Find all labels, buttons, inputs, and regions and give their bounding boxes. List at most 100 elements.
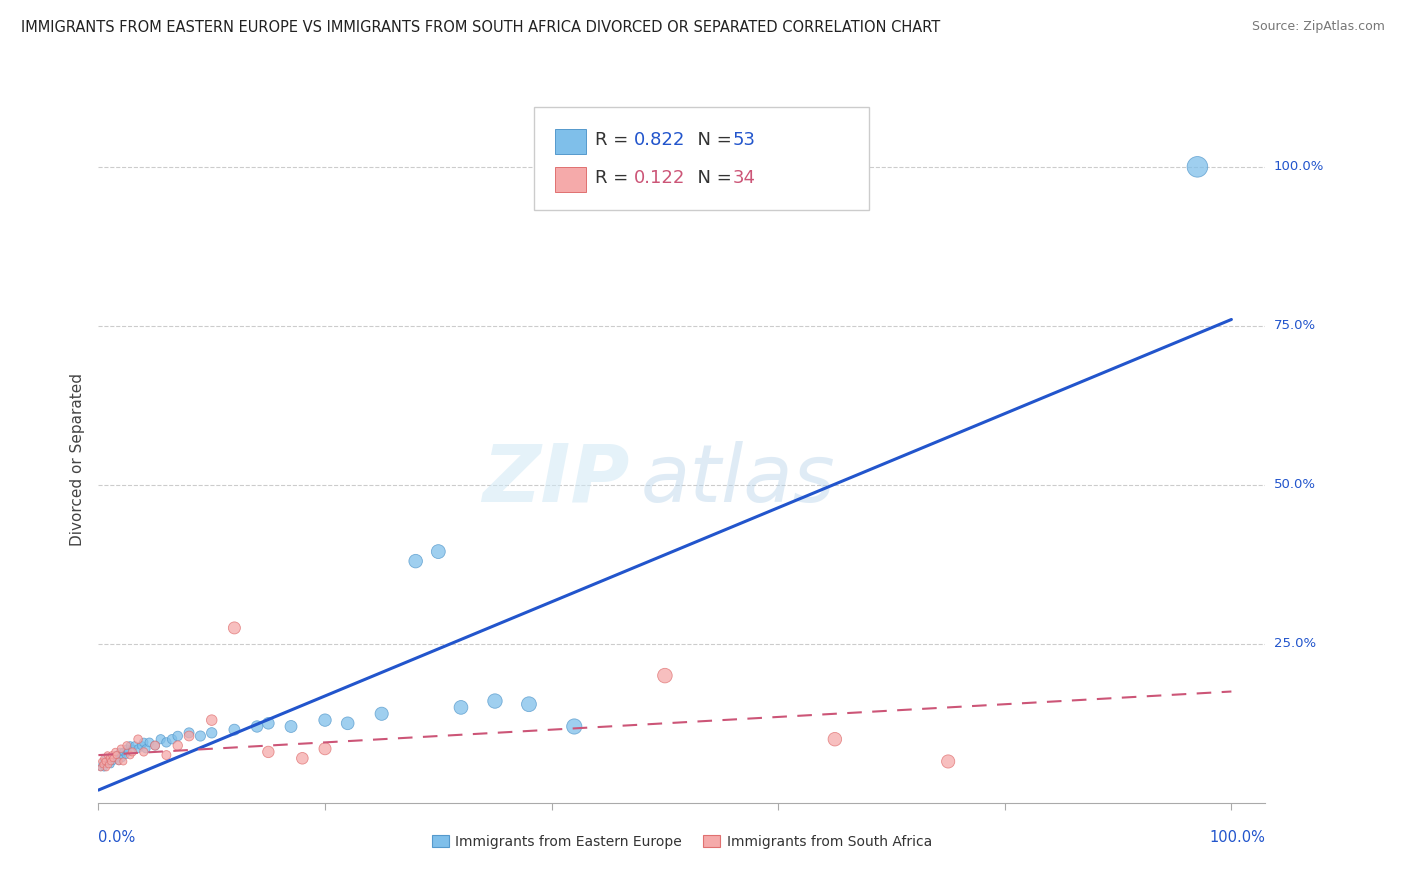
Point	[654, 668, 676, 682]
Point	[111, 751, 134, 765]
Point	[114, 748, 136, 763]
Point	[90, 755, 112, 769]
Point	[121, 745, 143, 759]
Point	[112, 755, 135, 769]
Point	[562, 719, 585, 733]
Point	[101, 751, 124, 765]
Text: 100.0%: 100.0%	[1274, 161, 1324, 173]
Point	[177, 729, 200, 743]
Point	[96, 755, 118, 769]
Text: 0.822: 0.822	[634, 131, 686, 149]
Point	[91, 757, 114, 772]
Point	[100, 755, 122, 769]
Point	[131, 739, 153, 753]
Point	[105, 751, 128, 765]
Point	[138, 735, 160, 749]
Text: 25.0%: 25.0%	[1274, 637, 1316, 650]
Point	[166, 739, 188, 753]
Point	[94, 751, 117, 765]
Point	[190, 729, 212, 743]
Point	[155, 735, 177, 749]
Text: 75.0%: 75.0%	[1274, 319, 1316, 333]
Point	[143, 739, 166, 753]
Point	[135, 741, 157, 756]
Point	[280, 719, 302, 733]
Point	[98, 755, 121, 769]
Point	[105, 748, 128, 763]
Point	[96, 748, 118, 763]
Point	[314, 741, 336, 756]
Text: N =: N =	[686, 131, 738, 149]
Point	[121, 741, 143, 756]
Point	[117, 745, 139, 759]
Point	[143, 739, 166, 753]
Point	[450, 700, 472, 714]
Point	[108, 745, 131, 759]
Text: N =: N =	[686, 169, 738, 186]
Point	[132, 745, 155, 759]
Point	[517, 697, 540, 711]
Point	[112, 745, 135, 759]
Point	[291, 751, 314, 765]
Point	[257, 745, 280, 759]
Point	[484, 694, 506, 708]
Point	[115, 739, 138, 753]
Point	[370, 706, 392, 721]
Point	[257, 716, 280, 731]
Legend: Immigrants from Eastern Europe, Immigrants from South Africa: Immigrants from Eastern Europe, Immigran…	[426, 830, 938, 855]
Point	[93, 751, 115, 765]
Point	[824, 732, 846, 747]
Text: R =: R =	[595, 131, 634, 149]
Text: 34: 34	[733, 169, 755, 186]
Point	[90, 757, 112, 772]
Point	[101, 748, 124, 763]
Point	[160, 732, 183, 747]
Point	[103, 751, 125, 765]
Text: ZIP: ZIP	[482, 441, 630, 519]
Point	[115, 741, 138, 756]
Point	[101, 755, 124, 769]
Text: 100.0%: 100.0%	[1209, 830, 1265, 846]
Point	[94, 755, 117, 769]
Point	[90, 761, 112, 775]
Point	[224, 621, 246, 635]
Point	[1187, 160, 1209, 174]
Point	[93, 761, 115, 775]
Point	[314, 713, 336, 727]
Point	[936, 755, 959, 769]
Point	[108, 755, 131, 769]
Point	[201, 713, 224, 727]
Point	[224, 723, 246, 737]
Point	[124, 739, 146, 753]
Point	[91, 755, 114, 769]
Point	[104, 745, 127, 759]
Point	[108, 755, 131, 769]
Point	[96, 761, 118, 775]
Point	[336, 716, 359, 731]
Point	[155, 748, 177, 763]
Point	[104, 748, 127, 763]
Point	[110, 748, 132, 763]
Text: 0.0%: 0.0%	[98, 830, 135, 846]
Text: 0.122: 0.122	[634, 169, 686, 186]
Point	[149, 732, 172, 747]
Point	[110, 741, 132, 756]
Point	[97, 751, 120, 765]
Text: Source: ZipAtlas.com: Source: ZipAtlas.com	[1251, 20, 1385, 33]
Text: R =: R =	[595, 169, 634, 186]
Point	[166, 729, 188, 743]
Point	[127, 732, 149, 747]
Point	[100, 757, 122, 772]
Point	[120, 739, 142, 753]
Text: atlas: atlas	[641, 441, 835, 519]
Text: 53: 53	[733, 131, 755, 149]
Point	[201, 726, 224, 740]
Point	[97, 757, 120, 772]
Point	[90, 761, 112, 775]
Point	[98, 751, 121, 765]
Text: IMMIGRANTS FROM EASTERN EUROPE VS IMMIGRANTS FROM SOUTH AFRICA DIVORCED OR SEPAR: IMMIGRANTS FROM EASTERN EUROPE VS IMMIGR…	[21, 20, 941, 35]
Point	[101, 751, 124, 765]
Point	[405, 554, 427, 568]
Point	[246, 719, 269, 733]
Point	[127, 741, 149, 756]
